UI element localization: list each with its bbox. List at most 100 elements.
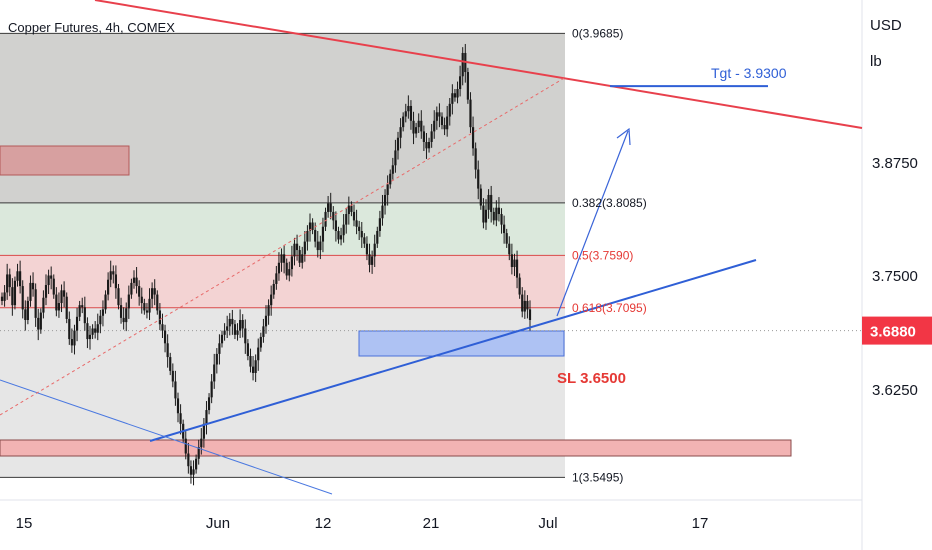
candle-body	[381, 205, 384, 219]
candle-body	[78, 305, 81, 317]
candle-body	[127, 294, 130, 309]
candle-body	[386, 184, 389, 195]
candle-body	[195, 458, 198, 470]
candle-body	[515, 259, 519, 278]
candle-body	[433, 120, 436, 132]
candle-body	[360, 230, 363, 238]
candle-body	[446, 116, 449, 130]
candle-body	[75, 316, 79, 331]
candle-body	[497, 207, 501, 215]
candle-body	[477, 169, 480, 189]
candle-body	[394, 150, 397, 166]
candle-body	[378, 218, 381, 231]
candle-body	[55, 294, 58, 311]
candle-body	[275, 273, 278, 284]
candle-body	[347, 205, 350, 215]
candle-body	[81, 305, 84, 308]
candle-body	[337, 230, 340, 240]
candle-body	[327, 203, 330, 212]
candle-body	[104, 294, 107, 310]
candle-body	[6, 274, 9, 293]
candle-body	[352, 211, 356, 221]
candle-body	[44, 285, 48, 298]
candle-body	[277, 262, 281, 274]
candle-body	[210, 381, 213, 398]
candle-body	[112, 271, 115, 275]
candle-body	[417, 120, 420, 128]
candle-body	[187, 453, 190, 467]
supply-zone	[0, 145, 130, 176]
candle-body	[262, 326, 265, 337]
candle-body	[251, 366, 255, 373]
currency-label: USD	[870, 17, 902, 34]
fib-label: 1(3.5495)	[572, 470, 623, 484]
candle-body	[306, 230, 309, 242]
candle-body	[456, 89, 459, 98]
candle-body	[163, 330, 167, 344]
candle-body	[308, 222, 312, 231]
candle-body	[202, 423, 205, 439]
candle-body	[91, 328, 94, 335]
current-price-value: 3.6880	[870, 324, 916, 341]
candle-body	[135, 277, 138, 287]
x-tick-label: 12	[315, 515, 332, 532]
candle-body	[404, 111, 407, 117]
candle-body	[205, 410, 208, 424]
candle-body	[259, 336, 262, 348]
candle-body	[407, 105, 410, 112]
candle-body	[169, 357, 172, 371]
candle-body	[508, 243, 511, 255]
candle-body	[0, 296, 4, 301]
candle-body	[295, 243, 299, 251]
candle-body	[319, 241, 322, 251]
candle-body	[60, 290, 63, 304]
candle-body	[233, 324, 237, 335]
entry-zone	[358, 330, 565, 357]
candle-body	[26, 300, 29, 320]
candle-body	[241, 319, 244, 329]
candle-body	[171, 370, 174, 382]
candle-body	[474, 148, 477, 170]
candle-body	[453, 93, 457, 98]
candle-body	[8, 274, 11, 288]
candle-body	[138, 286, 141, 297]
candle-body	[192, 469, 195, 475]
background-layer	[0, 0, 863, 550]
candle-body	[184, 438, 187, 454]
candle-body	[143, 303, 146, 311]
candle-body	[31, 282, 35, 290]
candle-body	[363, 237, 366, 244]
candle-body	[246, 343, 249, 357]
candle-body	[223, 330, 226, 335]
fib-zone-05-0618	[0, 255, 565, 308]
candle-body	[288, 269, 291, 276]
candle-body	[99, 315, 102, 325]
candle-body	[471, 127, 475, 149]
candle-body	[228, 318, 231, 327]
candle-body	[280, 254, 283, 263]
y-tick-label: 3.8750	[872, 155, 918, 172]
candle-body	[373, 243, 376, 257]
candle-body	[68, 318, 71, 340]
lower-channel-line	[0, 379, 333, 495]
x-tick-label: Jun	[206, 515, 230, 532]
candle-body	[52, 278, 55, 295]
candle-body	[197, 447, 200, 459]
candle-body	[368, 254, 371, 265]
unit-label: lb	[870, 53, 882, 70]
candle-body	[130, 282, 133, 295]
candle-body	[420, 120, 423, 132]
candle-body	[505, 233, 508, 244]
fib-diagonal	[0, 76, 567, 416]
candle-body	[342, 224, 345, 236]
candle-body	[117, 288, 120, 306]
candle-body	[158, 310, 161, 325]
candle-body	[396, 137, 400, 151]
candle-body	[39, 312, 42, 330]
candle-body	[415, 127, 418, 134]
candle-body	[70, 339, 73, 346]
candle-body	[272, 283, 275, 295]
candle-body	[389, 173, 392, 185]
candle-body	[371, 256, 374, 265]
